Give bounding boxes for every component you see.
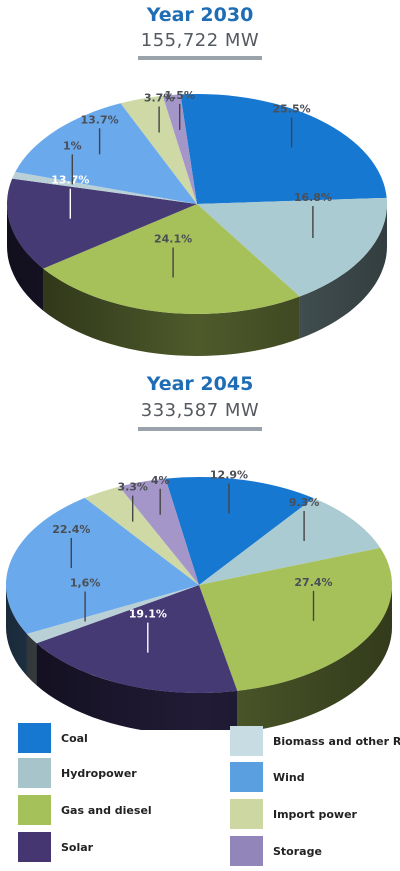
- data-label-solar: 19.1%: [129, 608, 167, 621]
- pie-slice-wind: [5, 497, 199, 634]
- legend-item-storage: Storage: [230, 836, 322, 866]
- pie-slice-coal: [165, 476, 314, 585]
- legend-swatch: [230, 799, 263, 829]
- pie-slice-coal: [180, 93, 387, 204]
- legend-swatch: [230, 836, 263, 866]
- legend-label: Storage: [273, 844, 322, 858]
- pie-slice-import-power: [120, 95, 197, 204]
- title-underline-2045: [138, 427, 262, 431]
- title-underline-2030: [138, 56, 262, 60]
- pie-slice-import-power: [84, 486, 199, 585]
- pie-slice-solar: [36, 585, 238, 694]
- data-label-gas-and-diesel: 27.4%: [294, 576, 332, 589]
- data-label-biomass-and-other-re: 9.3%: [289, 496, 320, 509]
- legend-swatch: [230, 726, 263, 756]
- data-label-gas-and-diesel: 24.1%: [154, 233, 192, 246]
- data-label-coal: 25.5%: [273, 103, 311, 116]
- pie-slice-wind: [15, 103, 197, 204]
- pie-slice-solar: [6, 178, 198, 269]
- legend-item-gas-diesel: Gas and diesel: [18, 795, 152, 825]
- pie-chart-2045: 12.9% 9.3% 27.4% 19.1% 1,6% 22.4% 3.3%4%: [5, 469, 393, 730]
- legend-swatch: [18, 795, 51, 825]
- chart-total-2030: 155,722 MW: [140, 30, 260, 51]
- legend-swatch: [18, 832, 51, 862]
- legend-item-solar: Solar: [18, 832, 93, 862]
- pie-labels: 12.9% 9.3% 27.4% 19.1% 1,6% 22.4% 3.3%4%: [52, 469, 333, 653]
- data-label-storage: 1.5%: [164, 89, 195, 102]
- pie-slice-gas-and-diesel: [199, 547, 393, 691]
- legend-swatch: [18, 723, 51, 753]
- legend-swatch: [230, 762, 263, 792]
- data-label-coal: 12.9%: [210, 469, 248, 482]
- pie-slice-hydropower: [12, 171, 197, 204]
- legend-item-coal: Coal: [18, 723, 88, 753]
- pie-side-shading: [7, 204, 387, 356]
- pie-top: [5, 476, 393, 694]
- legend-item-wind: Wind: [230, 762, 305, 792]
- legend-label: Biomass and other RE: [273, 734, 400, 748]
- pie-slice-biomass-and-other-re: [197, 197, 387, 297]
- pie-slice-storage: [162, 94, 197, 204]
- data-label-wind: 13.7%: [81, 113, 119, 126]
- data-label-hydropower: 1%: [63, 139, 82, 152]
- legend-label: Wind: [273, 770, 305, 784]
- data-label-wind: 22.4%: [52, 523, 90, 536]
- legend-label: Solar: [61, 840, 94, 854]
- pie-chart-2030: 25.5% 16.8% 24.1% 13.7% 1% 13.7% 3.7%1.5%: [6, 89, 387, 356]
- legend-label: Import power: [273, 807, 357, 821]
- chart-title-2030: Year 2030: [146, 4, 254, 26]
- pie-slice-storage: [119, 478, 199, 585]
- legend-item-biomass: Biomass and other RE: [230, 726, 400, 756]
- data-label-import-power: 3.3%: [117, 481, 148, 494]
- pie-slice-hydropower: [26, 585, 200, 644]
- legend: Coal Biomass and other RE Hydropower Win…: [0, 718, 400, 868]
- data-label-biomass-and-other-re: 16.8%: [294, 191, 332, 204]
- pie-slice-biomass-and-other-re: [199, 498, 381, 585]
- data-label-storage: 4%: [151, 474, 170, 487]
- pie-side-shading: [6, 585, 392, 730]
- pie-labels: 25.5% 16.8% 24.1% 13.7% 1% 13.7% 3.7%1.5%: [51, 89, 332, 278]
- legend-label: Coal: [61, 731, 88, 745]
- legend-label: Hydropower: [61, 766, 137, 780]
- chart-title-2045: Year 2045: [146, 373, 254, 395]
- legend-label: Gas and diesel: [61, 803, 152, 817]
- data-label-solar: 13.7%: [51, 174, 89, 187]
- legend-item-import-power: Import power: [230, 799, 357, 829]
- pie-top: [6, 93, 387, 314]
- data-label-import-power: 3.7%: [144, 92, 175, 105]
- legend-swatch: [18, 758, 51, 788]
- chart-total-2045: 333,587 MW: [140, 400, 260, 421]
- data-label-hydropower: 1,6%: [70, 577, 101, 590]
- legend-item-hydropower: Hydropower: [18, 758, 137, 788]
- pie-slice-gas-and-diesel: [43, 204, 300, 314]
